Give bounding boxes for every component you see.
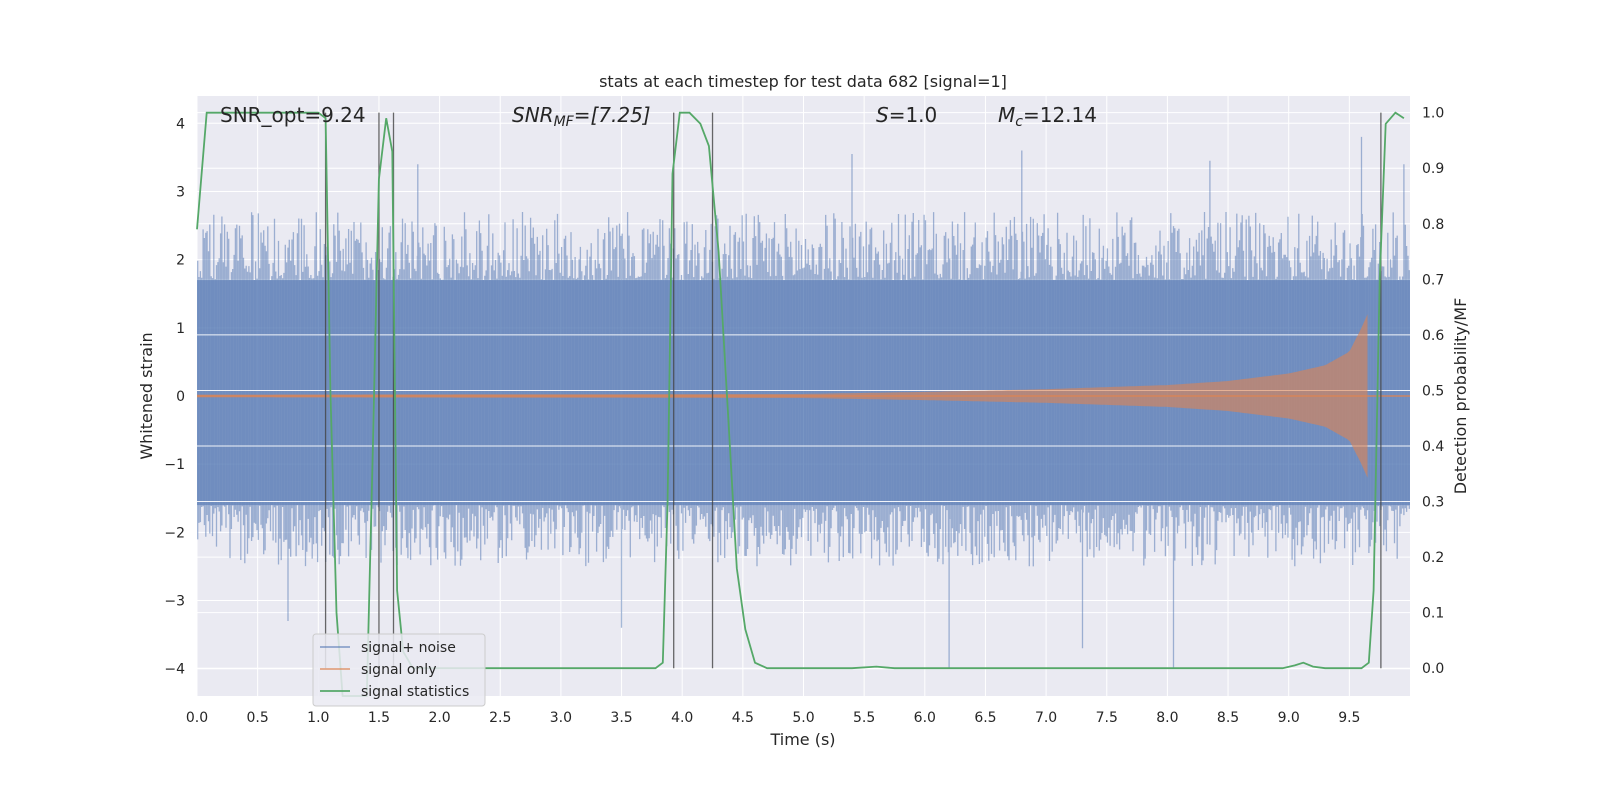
y-left-tick-label: −1: [164, 457, 185, 473]
y-left-tick-label: 2: [176, 253, 185, 269]
y-right-tick-label: 0.2: [1422, 550, 1444, 566]
s-name: S: [876, 103, 889, 127]
right-y-axis-label: Detection probability/MF: [1451, 298, 1470, 495]
y-right-tick-label: 0.5: [1422, 383, 1444, 399]
snr-mf-name: SNR: [512, 103, 554, 127]
x-tick-label: 1.0: [307, 710, 329, 726]
x-tick-label: 4.0: [671, 710, 693, 726]
s-value: =1.0: [889, 103, 938, 127]
mc-name: M: [998, 103, 1015, 127]
x-tick-label: 8.5: [1217, 710, 1239, 726]
x-tick-labels: 0.0 0.5 1.0 1.5 2.0 2.5 3.0 3.5 4.0 4.5 5.0 5.5 6.0 6…: [186, 710, 1361, 726]
x-tick-label: 0.0: [186, 710, 208, 726]
x-tick-label: 6.0: [914, 710, 936, 726]
x-tick-label: 2.0: [428, 710, 450, 726]
annotation-mc: Mc=12.14: [998, 103, 1097, 130]
x-tick-label: 3.5: [610, 710, 632, 726]
chart-title: stats at each timestep for test data 682…: [599, 72, 1007, 91]
x-tick-label: 3.0: [550, 710, 572, 726]
x-tick-label: 9.5: [1338, 710, 1360, 726]
mc-value: =12.14: [1023, 103, 1097, 127]
y-right-tick-label: 0.7: [1422, 272, 1444, 288]
left-y-axis-label: Whitened strain: [137, 332, 156, 459]
y-left-tick-label: 3: [176, 184, 185, 200]
x-axis-label: Time (s): [769, 730, 835, 749]
signal-only-series: [197, 314, 1410, 478]
y-right-tick-label: 0.4: [1422, 439, 1444, 455]
legend-label-signal-statistics: signal statistics: [361, 684, 469, 700]
legend: signal+ noise signal only signal statist…: [312, 633, 486, 707]
y-left-tick-label: −4: [164, 662, 185, 678]
snr-mf-value: =[7.25]: [574, 103, 651, 127]
y-left-tick-label: 0: [176, 389, 185, 405]
annotation-snr-mf: SNRMF=[7.25]: [512, 103, 651, 130]
x-tick-label: 4.5: [732, 710, 754, 726]
legend-box: [312, 633, 486, 707]
y-right-tick-label: 1.0: [1422, 106, 1444, 122]
y-left-tick-label: −2: [164, 525, 185, 541]
y-left-tick-label: −3: [164, 594, 185, 610]
mc-sub: c: [1015, 114, 1023, 130]
x-tick-label: 1.5: [368, 710, 390, 726]
legend-label-signal-noise: signal+ noise: [361, 640, 456, 656]
y-right-tick-label: 0.8: [1422, 217, 1444, 233]
legend-label-signal-only: signal only: [361, 662, 436, 678]
x-tick-label: 6.5: [974, 710, 996, 726]
x-tick-label: 7.5: [1096, 710, 1118, 726]
x-tick-label: 0.5: [247, 710, 269, 726]
y-right-tick-label: 0.0: [1422, 661, 1444, 677]
y-right-tick-label: 0.6: [1422, 328, 1444, 344]
x-tick-label: 8.0: [1156, 710, 1178, 726]
y-right-tick-label: 0.1: [1422, 606, 1444, 622]
x-tick-label: 9.0: [1278, 710, 1300, 726]
right-y-tick-labels: 0.0 0.1 0.2 0.3 0.4 0.5 0.6 0.7 0.8 0.9 1.0: [1422, 106, 1444, 678]
x-tick-label: 5.5: [853, 710, 875, 726]
annotation-s: S=1.0: [876, 103, 937, 127]
annotation-snr-opt: SNR_opt=9.24: [220, 103, 366, 127]
snr-mf-sub: MF: [554, 114, 575, 130]
x-tick-label: 7.0: [1035, 710, 1057, 726]
y-right-tick-label: 0.3: [1422, 495, 1444, 511]
y-left-tick-label: 1: [176, 321, 185, 337]
y-right-tick-label: 0.9: [1422, 161, 1444, 177]
x-tick-label: 5.0: [792, 710, 814, 726]
y-left-tick-label: 4: [176, 116, 185, 132]
left-y-tick-labels: −4 −3 −2 −1 0 1 2 3 4: [164, 116, 185, 677]
x-tick-label: 2.5: [489, 710, 511, 726]
